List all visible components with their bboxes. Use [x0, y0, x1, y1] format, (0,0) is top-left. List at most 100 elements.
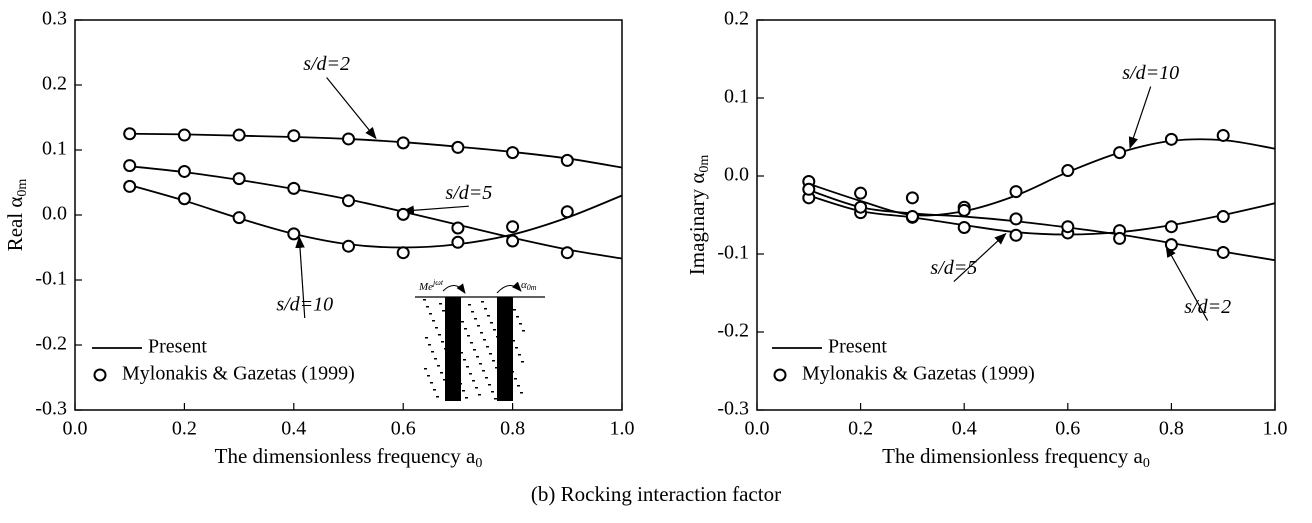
curve-annotation: s/d=10: [276, 294, 333, 316]
soil-speckle: [475, 387, 478, 389]
soil-speckle: [477, 325, 480, 327]
reference-point: [287, 181, 301, 195]
legend-label: Mylonakis & Gazetas (1999): [802, 363, 1035, 385]
reference-point: [342, 132, 355, 146]
annotation-arrow: [1128, 86, 1152, 150]
soil-speckle: [494, 398, 497, 400]
soil-speckle: [467, 335, 470, 337]
reference-point: [123, 127, 137, 141]
soil-speckle: [484, 308, 487, 310]
response-arrow: [496, 281, 522, 294]
curve-annotation: s/d=10: [1122, 62, 1179, 84]
reference-point: [1216, 128, 1230, 142]
x-tick-label: 0.2: [848, 418, 873, 440]
y-tick-label: -0.1: [717, 242, 749, 264]
x-axis-label: The dimensionless frequency a0: [215, 444, 483, 471]
soil-speckle: [430, 382, 433, 384]
reference-point: [1009, 185, 1023, 199]
soil-speckle: [425, 337, 428, 339]
reference-point: [1009, 228, 1023, 242]
soil-speckle: [480, 332, 483, 334]
soil-speckle: [490, 322, 493, 324]
soil-speckle: [434, 358, 437, 360]
legend-label: Present: [148, 336, 207, 358]
curve-annotation: s/d=5: [445, 182, 492, 204]
reference-point: [342, 239, 355, 253]
annotation-arrow: [953, 232, 1007, 283]
y-tick-label: 0.0: [724, 164, 749, 186]
soil-speckle: [476, 356, 479, 358]
soil-speckle: [429, 313, 432, 315]
soil-speckle: [516, 316, 519, 318]
soil-speckle: [482, 370, 485, 372]
legend-marker: [93, 368, 107, 382]
caption: (b) Rocking interaction factor: [531, 482, 781, 506]
soil-speckle: [472, 380, 475, 382]
soil-speckle: [442, 310, 445, 312]
y-axis-label-sub: 0m: [15, 179, 30, 197]
soil-speckle: [519, 323, 522, 325]
soil-speckle: [466, 366, 469, 368]
soil-speckle: [460, 352, 463, 354]
reference-point: [1061, 164, 1075, 178]
y-tick-label: -0.2: [717, 320, 749, 342]
reference-point: [1164, 220, 1178, 234]
pile: [497, 297, 513, 401]
reference-point: [854, 186, 868, 200]
reference-point: [560, 205, 574, 219]
present-curve: [129, 165, 623, 260]
reference-point: [1164, 238, 1178, 252]
soil-speckle: [517, 385, 520, 387]
x-tick-label: 0.6: [1055, 418, 1080, 440]
x-tick-label: 0.2: [172, 418, 197, 440]
soil-speckle: [461, 321, 464, 323]
reference-point: [506, 234, 520, 248]
x-tick-label: 0.8: [500, 418, 525, 440]
reference-point: [1113, 146, 1127, 160]
reference-point: [232, 172, 246, 186]
soil-speckle: [488, 384, 491, 386]
reference-point: [123, 179, 137, 193]
soil-speckle: [437, 365, 440, 367]
y-tick-label: 0.1: [42, 138, 67, 160]
inset-response-base: α: [521, 279, 527, 291]
y-axis-label: Imaginary α0m: [685, 155, 712, 276]
y-tick-label: -0.2: [35, 333, 67, 355]
reference-point: [905, 191, 919, 205]
soil-speckle: [485, 377, 488, 379]
soil-speckle: [470, 342, 473, 344]
soil-speckle: [441, 341, 444, 343]
x-tick-label: 0.6: [391, 418, 416, 440]
soil-speckle: [468, 304, 471, 306]
reference-point: [451, 221, 465, 235]
soil-speckle: [486, 346, 489, 348]
reference-point: [560, 246, 574, 260]
reference-point: [1216, 245, 1230, 259]
x-axis-label-text: The dimensionless frequency a: [215, 444, 476, 468]
soil-speckle: [495, 367, 498, 369]
annotation-arrow: [326, 77, 377, 140]
reference-point: [957, 203, 971, 217]
reference-point: [123, 159, 137, 173]
soil-speckle: [438, 334, 441, 336]
x-axis-label-text: The dimensionless frequency a: [882, 444, 1143, 468]
soil-speckle: [423, 299, 426, 301]
present-curve: [129, 184, 623, 249]
present-curve: [808, 189, 1276, 262]
annotation-arrow: [1165, 245, 1209, 321]
soil-speckle: [512, 340, 515, 342]
soil-speckle: [428, 344, 431, 346]
soil-speckle: [514, 378, 517, 380]
soil-speckle: [479, 363, 482, 365]
reference-point: [1164, 132, 1178, 146]
soil-speckle: [463, 359, 466, 361]
y-tick-label: 0.3: [42, 8, 67, 30]
soil-speckle: [492, 360, 495, 362]
pile-inset: Mejωt α0m: [415, 278, 545, 401]
soil-speckle: [433, 389, 436, 391]
soil-speckle: [431, 351, 434, 353]
y-tick-label: -0.1: [35, 268, 67, 290]
load-arrow: [442, 283, 466, 294]
soil-speckle: [471, 311, 474, 313]
x-tick-label: 0.0: [745, 418, 770, 440]
